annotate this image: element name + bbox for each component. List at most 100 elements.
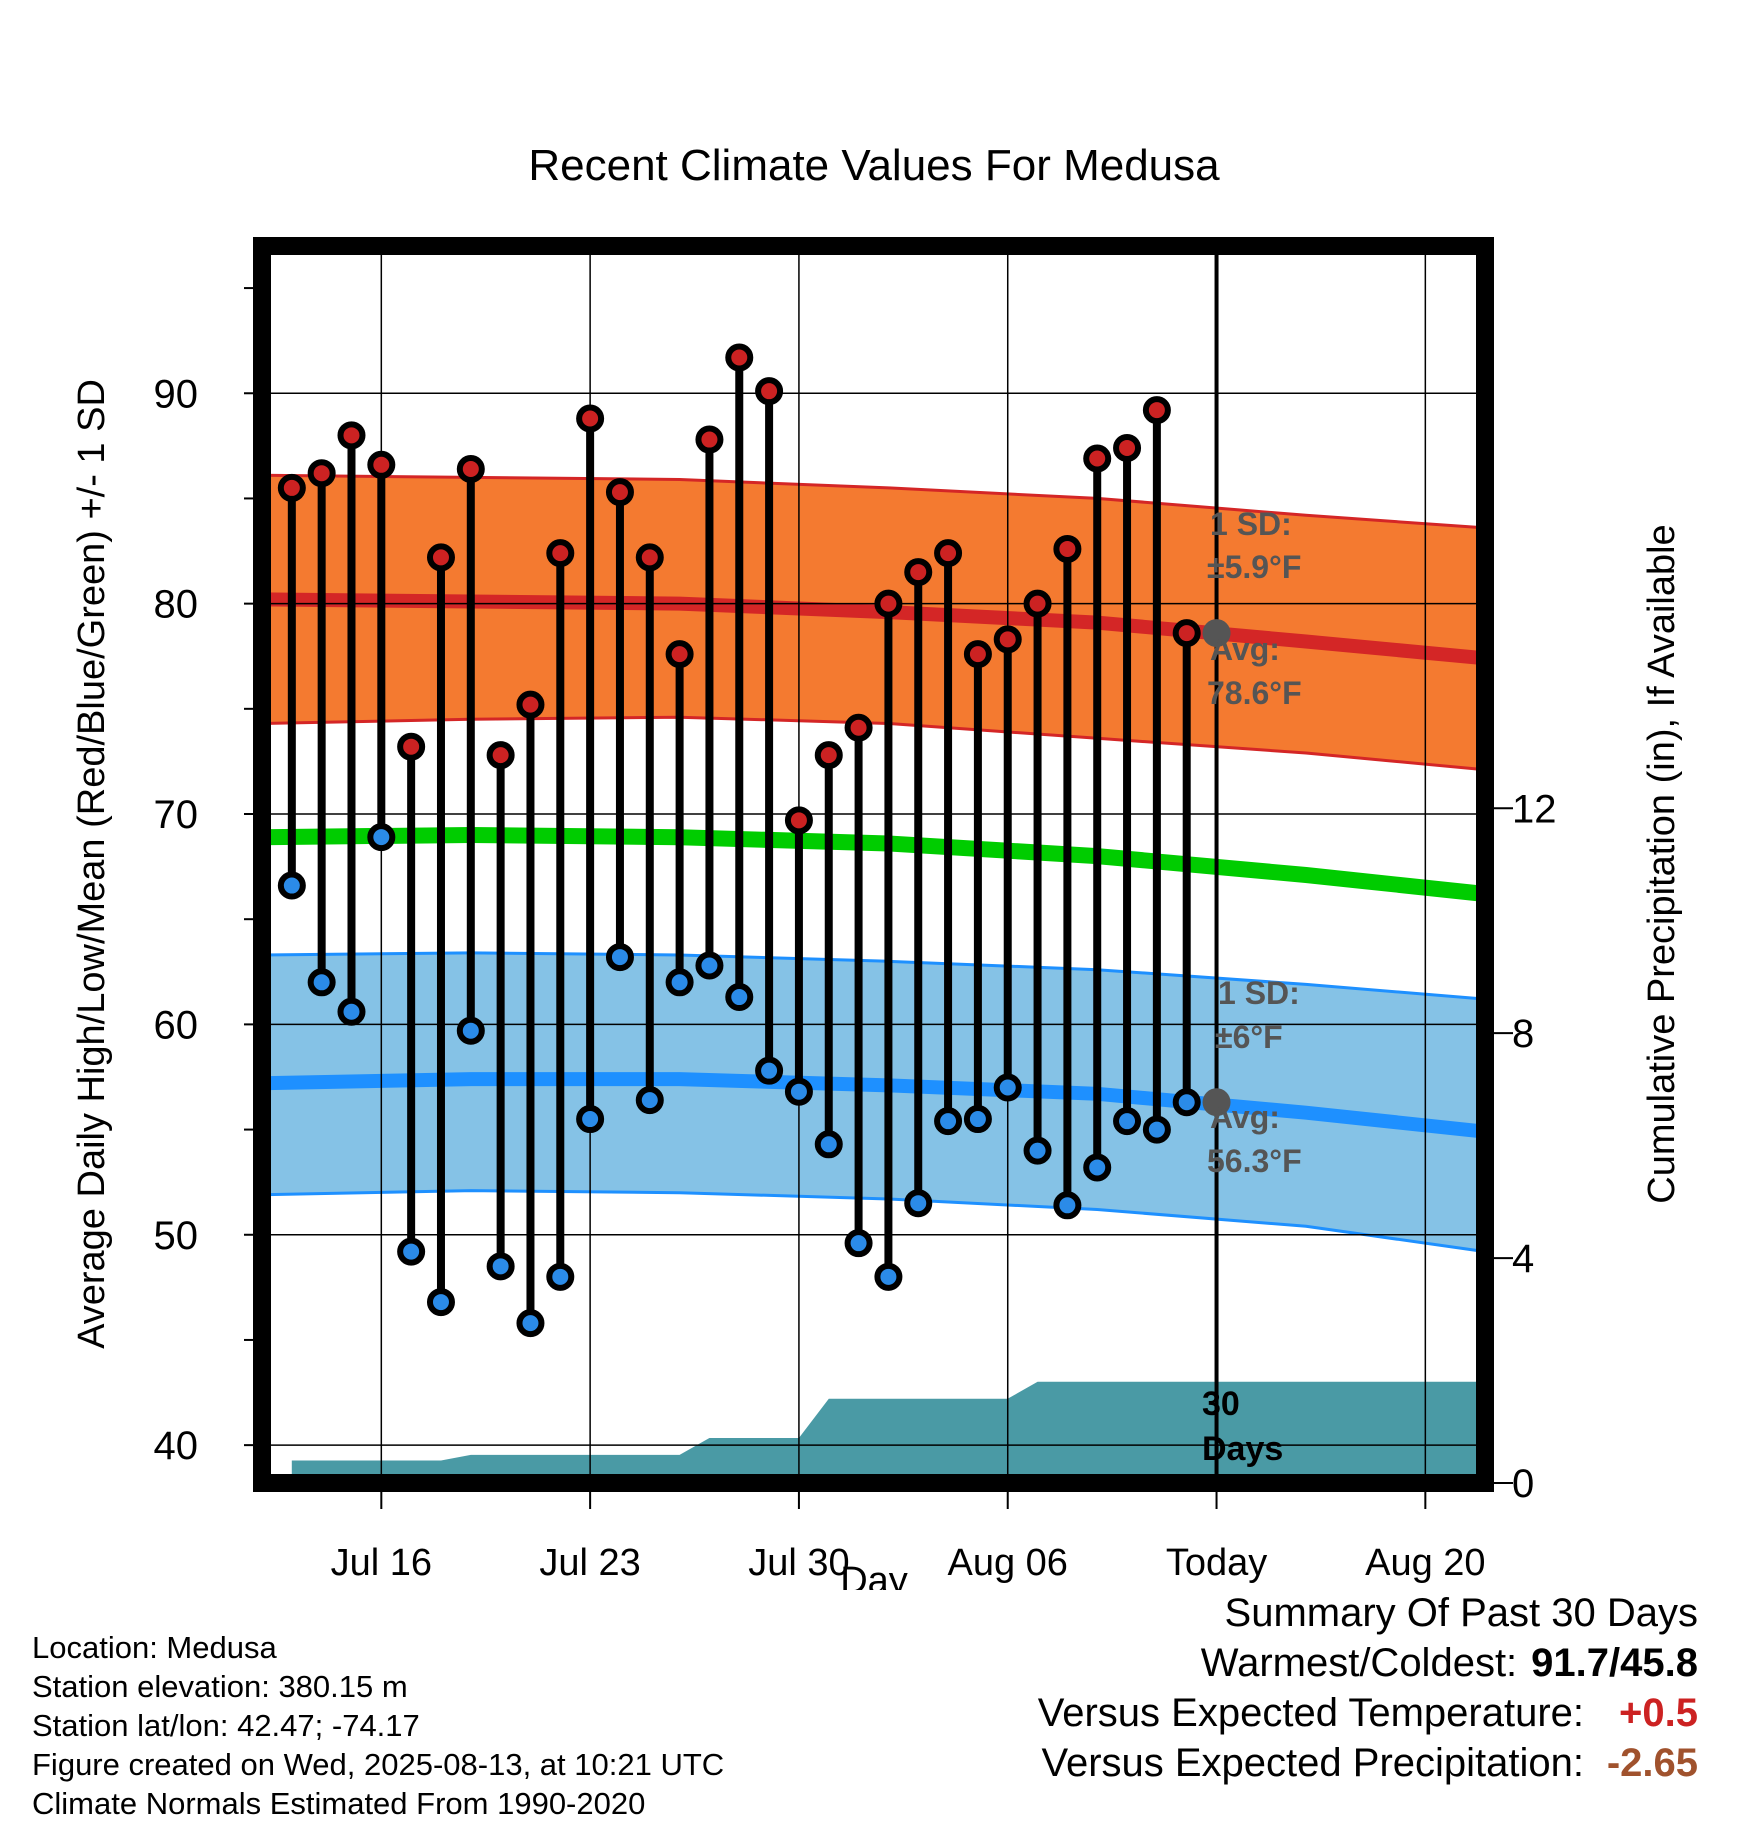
obs-high-point-5 bbox=[426, 543, 455, 572]
obs-low-point-3 bbox=[367, 823, 396, 852]
obs-high-point-9 bbox=[546, 539, 575, 568]
obs-high-point-22 bbox=[934, 539, 963, 568]
precip-days-label: Days bbox=[1202, 1430, 1283, 1468]
precip-days-number: 30 bbox=[1202, 1385, 1240, 1423]
climate-chart: Recent Climate Values For Medusa 1 SD: ±… bbox=[71, 141, 1683, 1590]
low-sd-label: 1 SD: bbox=[1218, 975, 1300, 1011]
plot-frame bbox=[253, 237, 1494, 1492]
obs-low-point-19 bbox=[844, 1229, 873, 1258]
x-tick-today: Today bbox=[1166, 1542, 1267, 1584]
today-high-average-marker bbox=[1202, 619, 1231, 648]
x-tick-aug20: Aug 20 bbox=[1365, 1542, 1485, 1584]
obs-high-point-15 bbox=[725, 343, 754, 372]
obs-low-point-13 bbox=[665, 968, 694, 997]
left-axis-ticks bbox=[244, 287, 253, 1447]
obs-low-point-22 bbox=[934, 1107, 963, 1136]
summary-panel: Summary Of Past 30 Days Warmest/Coldest:… bbox=[1038, 1588, 1698, 1788]
obs-low-point-1 bbox=[307, 968, 336, 997]
high-avg-label: Avg: bbox=[1210, 631, 1280, 667]
obs-low-point-16 bbox=[755, 1056, 784, 1085]
obs-high-point-3 bbox=[367, 450, 396, 479]
chart-title: Recent Climate Values For Medusa bbox=[528, 141, 1220, 190]
high-sd-label: 1 SD: bbox=[1210, 506, 1292, 542]
obs-high-point-20 bbox=[874, 589, 903, 618]
obs-low-point-28 bbox=[1113, 1107, 1142, 1136]
obs-low-point-7 bbox=[486, 1252, 515, 1281]
obs-low-point-6 bbox=[456, 1016, 485, 1045]
obs-low-point-10 bbox=[576, 1105, 605, 1134]
created-text: Figure created on Wed, 2025-08-13, at 10… bbox=[32, 1747, 725, 1782]
obs-high-point-30 bbox=[1172, 619, 1201, 648]
obs-high-point-8 bbox=[516, 690, 545, 719]
obs-low-point-24 bbox=[993, 1073, 1022, 1102]
summary-temp-row: Versus Expected Temperature: +0.5 bbox=[1038, 1688, 1698, 1738]
low-avg-value: 56.3°F bbox=[1207, 1143, 1302, 1179]
right-axis-ticks bbox=[1494, 807, 1513, 1484]
left-tick-80: 80 bbox=[154, 583, 199, 627]
obs-low-point-2 bbox=[337, 997, 366, 1026]
obs-high-point-7 bbox=[486, 741, 515, 770]
obs-high-point-2 bbox=[337, 421, 366, 450]
obs-low-point-8 bbox=[516, 1309, 545, 1338]
precip-annotation: 30 Days bbox=[1202, 1385, 1283, 1468]
obs-low-point-25 bbox=[1023, 1136, 1052, 1165]
latlon-text: Station lat/lon: 42.47; -74.17 bbox=[32, 1708, 420, 1743]
left-tick-70: 70 bbox=[154, 793, 199, 837]
obs-high-point-11 bbox=[605, 478, 634, 507]
obs-low-point-18 bbox=[814, 1130, 843, 1159]
x-tick-jul30: Jul 30 bbox=[748, 1542, 849, 1584]
obs-low-point-0 bbox=[277, 871, 306, 900]
bottom-axis-ticks bbox=[380, 1492, 1427, 1509]
obs-high-point-24 bbox=[993, 625, 1022, 654]
high-annotation: 1 SD: ±5.9°F Avg: 78.6°F 1 SD: ±6°F Avg:… bbox=[1207, 506, 1302, 1179]
obs-low-point-20 bbox=[874, 1262, 903, 1291]
obs-high-point-14 bbox=[695, 425, 724, 454]
x-tick-jul23: Jul 23 bbox=[539, 1542, 640, 1584]
y-left-axis-label: Average Daily High/Low/Mean (Red/Blue/Gr… bbox=[71, 379, 113, 1349]
obs-high-point-1 bbox=[307, 459, 336, 488]
left-tick-60: 60 bbox=[154, 1003, 199, 1047]
obs-low-point-4 bbox=[397, 1237, 426, 1266]
obs-low-point-14 bbox=[695, 951, 724, 980]
obs-low-point-30 bbox=[1172, 1088, 1201, 1117]
obs-high-point-0 bbox=[277, 473, 306, 502]
obs-high-point-28 bbox=[1113, 433, 1142, 462]
x-axis-label: Day bbox=[840, 1560, 908, 1590]
summary-heading: Summary Of Past 30 Days bbox=[1224, 1591, 1698, 1635]
summary-warm-cold-row: Warmest/Coldest: 91.7/45.8 bbox=[1038, 1638, 1698, 1688]
obs-high-point-4 bbox=[397, 732, 426, 761]
elevation-text: Station elevation: 380.15 m bbox=[32, 1669, 408, 1704]
normals-text: Climate Normals Estimated From 1990-2020 bbox=[32, 1786, 646, 1821]
today-low-average-marker bbox=[1202, 1088, 1231, 1117]
obs-low-point-17 bbox=[784, 1077, 813, 1106]
station-info: Location: Medusa Station elevation: 380.… bbox=[32, 1628, 724, 1823]
obs-low-point-27 bbox=[1083, 1153, 1112, 1182]
obs-high-point-6 bbox=[456, 454, 485, 483]
obs-low-point-29 bbox=[1142, 1115, 1171, 1144]
left-tick-90: 90 bbox=[154, 372, 199, 416]
right-tick-0: 0 bbox=[1512, 1462, 1534, 1506]
obs-high-point-13 bbox=[665, 640, 694, 669]
left-tick-40: 40 bbox=[154, 1424, 199, 1468]
location-text: Location: Medusa bbox=[32, 1630, 277, 1665]
high-sd-band bbox=[262, 475, 1485, 770]
obs-low-point-11 bbox=[605, 943, 634, 972]
x-tick-aug06: Aug 06 bbox=[948, 1542, 1068, 1584]
obs-high-point-19 bbox=[844, 713, 873, 742]
obs-low-point-15 bbox=[725, 983, 754, 1012]
normal-bands bbox=[261, 473, 1486, 1254]
obs-high-point-12 bbox=[635, 543, 664, 572]
obs-high-point-26 bbox=[1053, 534, 1082, 563]
warm-cold-value: 91.7/45.8 bbox=[1531, 1641, 1698, 1685]
obs-high-point-18 bbox=[814, 741, 843, 770]
obs-high-point-25 bbox=[1023, 589, 1052, 618]
obs-low-point-5 bbox=[426, 1288, 455, 1317]
daily-observations bbox=[277, 343, 1201, 1338]
low-sd-value: ±6°F bbox=[1215, 1019, 1283, 1055]
right-tick-8: 8 bbox=[1512, 1012, 1534, 1056]
obs-high-point-27 bbox=[1083, 444, 1112, 473]
precipitation-area bbox=[291, 1381, 1485, 1483]
summary-precip-row: Versus Expected Precipitation: -2.65 bbox=[1038, 1738, 1698, 1788]
obs-high-point-16 bbox=[755, 377, 784, 406]
precip-label: Versus Expected Precipitation: bbox=[1041, 1741, 1584, 1785]
